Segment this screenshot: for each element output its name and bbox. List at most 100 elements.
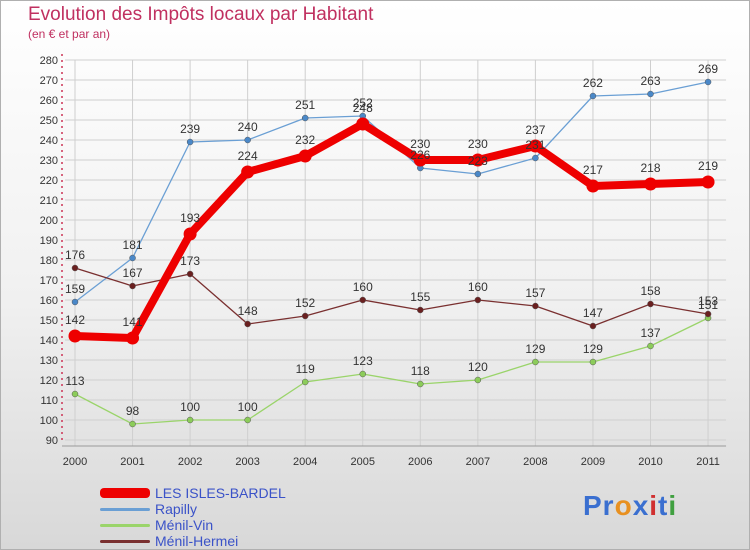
data-point — [701, 175, 715, 189]
data-point — [647, 342, 654, 350]
data-point — [129, 282, 136, 290]
data-label: 100 — [180, 400, 200, 414]
chart-title: Evolution des Impôts locaux par Habitant — [28, 4, 374, 25]
data-label: 155 — [410, 290, 430, 304]
data-point — [244, 136, 251, 144]
data-label: 219 — [698, 159, 718, 173]
data-label: 148 — [238, 304, 258, 318]
data-label: 120 — [468, 360, 488, 374]
data-point — [359, 370, 366, 378]
data-point — [129, 254, 136, 262]
legend-item: LES ISLES-BARDEL — [100, 485, 286, 501]
logo-letter: Pr — [583, 490, 615, 521]
data-point — [589, 358, 597, 366]
data-label: 240 — [238, 120, 258, 134]
legend-label: Ménil-Vin — [155, 517, 214, 533]
data-point — [71, 390, 79, 398]
x-tick-label: 2002 — [178, 456, 202, 468]
data-point — [474, 376, 482, 384]
series-line — [74, 317, 709, 425]
data-point — [704, 310, 712, 318]
data-label: 226 — [410, 148, 430, 162]
data-label: 152 — [295, 296, 315, 310]
data-point — [589, 322, 597, 330]
y-tick-label: 240 — [40, 135, 58, 147]
data-point — [356, 117, 370, 131]
data-labels: 159 181 239 240 251 252 226 223 231 262 263 269 113 9… — [65, 62, 718, 418]
data-point — [471, 153, 485, 167]
x-tick-label: 2004 — [293, 456, 317, 468]
data-point — [244, 416, 251, 424]
data-point — [68, 329, 82, 343]
data-label: 263 — [640, 74, 660, 88]
data-point — [186, 138, 194, 146]
y-tick-label: 280 — [40, 55, 58, 67]
data-label: 251 — [295, 98, 315, 112]
data-point — [644, 177, 657, 191]
data-point — [129, 420, 136, 428]
data-label: 159 — [65, 282, 85, 296]
data-label: 231 — [525, 138, 545, 152]
data-point — [532, 154, 539, 162]
data-point — [704, 78, 712, 86]
data-label: 160 — [468, 280, 488, 294]
data-label: 237 — [525, 123, 545, 137]
x-tick-label: 2001 — [120, 456, 144, 468]
legend-label: Ménil-Hermei — [155, 533, 239, 549]
chart-subtitle: (en € et par an) — [28, 27, 111, 41]
data-point — [413, 153, 427, 167]
y-tick-label: 130 — [40, 355, 58, 367]
data-label: 141 — [123, 315, 143, 329]
y-tick-label: 90 — [46, 435, 58, 447]
data-point — [474, 170, 482, 178]
x-tick-label: 2005 — [351, 456, 375, 468]
x-tick-label: 2007 — [466, 456, 490, 468]
legend-swatch — [100, 507, 150, 511]
data-point — [186, 270, 194, 278]
legend-swatch — [100, 539, 150, 543]
data-point — [528, 139, 542, 153]
x-tick-label: 2010 — [638, 456, 662, 468]
y-tick-label: 230 — [40, 155, 58, 167]
data-label: 193 — [180, 211, 200, 225]
logo-letter: x — [632, 490, 650, 521]
x-tick-label: 2006 — [408, 456, 432, 468]
y-tick-label: 110 — [40, 395, 58, 407]
data-label: 100 — [238, 400, 258, 414]
data-point — [244, 320, 251, 328]
data-point — [586, 179, 600, 193]
data-point — [186, 416, 194, 424]
y-tick-label: 260 — [40, 95, 58, 107]
data-label: 123 — [353, 354, 373, 368]
data-point — [126, 331, 140, 345]
data-label: 167 — [123, 266, 143, 280]
y-tick-label: 160 — [40, 295, 58, 307]
y-tick-label: 120 — [40, 375, 58, 387]
y-tick-label: 250 — [40, 115, 58, 127]
x-tick-label: 2008 — [523, 456, 547, 468]
data-point — [183, 227, 197, 241]
data-label: 160 — [353, 280, 373, 294]
data-point — [532, 302, 539, 310]
axes: 90 100 110 120 130 140 150 160 170 180 190 200 210 22… — [40, 54, 727, 468]
series-layer — [68, 78, 715, 428]
y-tick-label: 170 — [40, 275, 58, 287]
legend-label: LES ISLES-BARDEL — [155, 485, 286, 501]
data-point — [359, 296, 366, 304]
data-label: 218 — [640, 161, 660, 175]
y-tick-label: 200 — [40, 215, 58, 227]
data-label: 98 — [126, 404, 140, 418]
data-label: 157 — [525, 286, 545, 300]
data-label: 232 — [295, 133, 315, 147]
data-label: 151 — [698, 298, 718, 312]
data-point — [589, 92, 597, 100]
y-tick-label: 180 — [40, 255, 58, 267]
x-tick-label: 2011 — [696, 456, 720, 468]
grid — [65, 59, 727, 446]
series-line — [74, 267, 709, 327]
data-label: 262 — [583, 76, 603, 90]
proxiti-logo: Proxiti — [583, 490, 677, 522]
x-tick-label: 2009 — [581, 456, 605, 468]
